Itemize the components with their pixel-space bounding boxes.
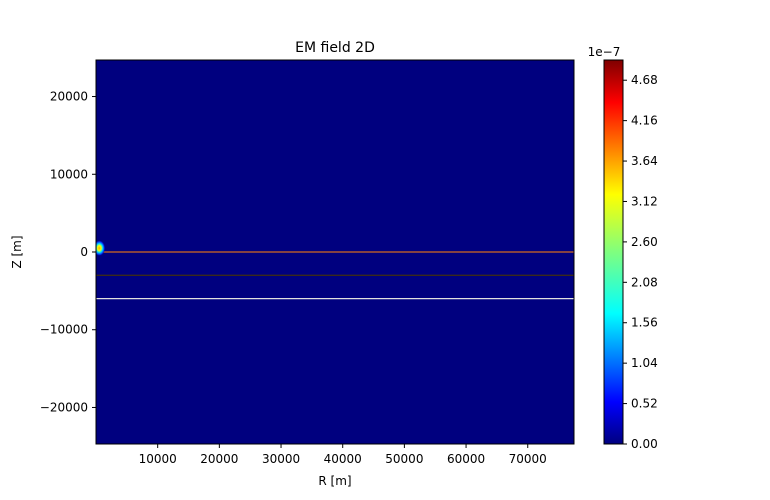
x-tick-label: 30000 xyxy=(262,452,300,466)
x-tick-label: 10000 xyxy=(139,452,177,466)
colorbar-tick-label: 2.60 xyxy=(631,235,658,249)
colorbar-tick-label: 1.56 xyxy=(631,316,658,330)
x-tick-label: 40000 xyxy=(324,452,362,466)
chart-title: EM field 2D xyxy=(295,40,375,56)
plot-area xyxy=(96,60,574,444)
colorbar-tick-label: 0.00 xyxy=(631,437,658,451)
colorbar-gradient xyxy=(603,59,624,445)
colorbar-tick-label: 0.52 xyxy=(631,397,658,411)
colorbar-tick-label: 3.64 xyxy=(631,154,658,168)
x-tick-label: 60000 xyxy=(447,452,485,466)
y-tick-label: −20000 xyxy=(40,400,88,414)
x-axis: 10000 20000 30000 40000 50000 60000 70000 xyxy=(139,444,547,466)
colorbar-multiplier: 1e−7 xyxy=(588,45,621,59)
y-tick-label: 20000 xyxy=(50,90,88,104)
x-axis-label: R [m] xyxy=(318,474,351,488)
colorbar-tick-label: 3.12 xyxy=(631,194,658,208)
x-tick-label: 20000 xyxy=(200,452,238,466)
colorbar-tick-label: 1.04 xyxy=(631,356,658,370)
y-tick-label: −10000 xyxy=(40,323,88,337)
y-tick-label: 10000 xyxy=(50,167,88,181)
y-axis: 20000 10000 0 −10000 −20000 xyxy=(40,90,96,414)
y-tick-label: 0 xyxy=(80,245,88,259)
x-tick-label: 50000 xyxy=(385,452,423,466)
colorbar-tick-label: 2.08 xyxy=(631,275,658,289)
x-tick-label: 70000 xyxy=(509,452,547,466)
colorbar-tick-label: 4.16 xyxy=(631,114,658,128)
source-hotspot xyxy=(96,240,106,257)
colorbar-tick-label: 4.68 xyxy=(631,73,658,87)
colorbar: 1e−7 0.00 0.52 1.04 1.56 2.08 2.60 3.12 3.64 4.1… xyxy=(588,45,658,451)
y-axis-label: Z [m] xyxy=(10,235,24,268)
